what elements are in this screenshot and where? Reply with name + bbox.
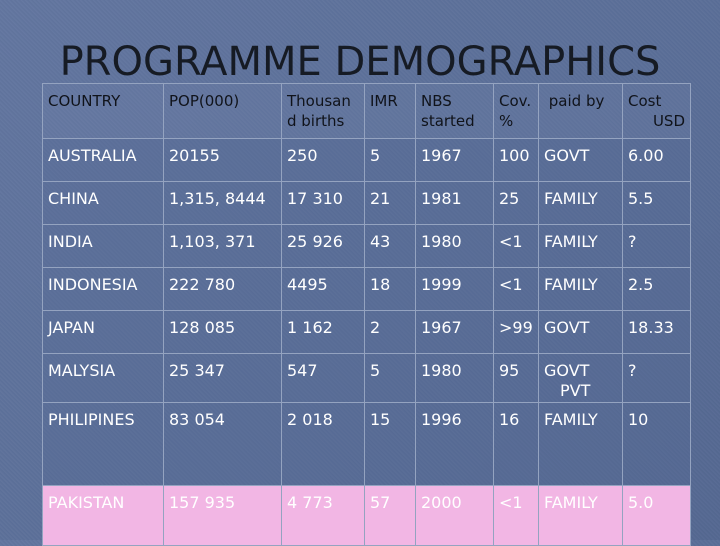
cell-paid-by: FAMILY	[538, 267, 623, 311]
header-imr: IMR	[364, 83, 416, 139]
cell-paid-by: GOVT	[538, 138, 623, 182]
table-row: PHILIPINES 83 054 2 018 15 1996 16 FAMIL…	[42, 402, 691, 486]
cell-cost: 5.0	[622, 485, 691, 546]
cell-coverage: 16	[493, 402, 539, 486]
cell-imr: 21	[364, 181, 416, 225]
cell-country: INDONESIA	[42, 267, 164, 311]
cell-births: 2 018	[281, 402, 365, 486]
cell-country: CHINA	[42, 181, 164, 225]
cell-nbs-started: 1967	[415, 138, 494, 182]
cell-country: PHILIPINES	[42, 402, 164, 486]
cell-births: 250	[281, 138, 365, 182]
table-row: MALYSIA 25 347 547 5 1980 95 GOVT PVT ?	[42, 353, 691, 403]
table-row: JAPAN 128 085 1 162 2 1967 >99 GOVT 18.3…	[42, 310, 691, 354]
cell-births: 17 310	[281, 181, 365, 225]
header-country: COUNTRY	[42, 83, 164, 139]
cell-coverage: <1	[493, 224, 539, 268]
cell-country: INDIA	[42, 224, 164, 268]
header-paid-by: paid by	[538, 83, 623, 139]
cell-cost: ?	[622, 353, 691, 403]
demographics-table: COUNTRY POP(000) Thousan d births IMR NB…	[42, 83, 691, 546]
table-row-highlighted: PAKISTAN 157 935 4 773 57 2000 <1 FAMILY…	[42, 485, 691, 546]
header-births: Thousan d births	[281, 83, 365, 139]
header-population: POP(000)	[163, 83, 282, 139]
cell-country: PAKISTAN	[42, 485, 164, 546]
cell-population: 157 935	[163, 485, 282, 546]
cell-coverage: 100	[493, 138, 539, 182]
header-nbs-started: NBS started	[415, 83, 494, 139]
cell-births: 4 773	[281, 485, 365, 546]
cell-paid-by: FAMILY	[538, 224, 623, 268]
cell-nbs-started: 1980	[415, 224, 494, 268]
cell-cost: 10	[622, 402, 691, 486]
cell-nbs-started: 1996	[415, 402, 494, 486]
cell-population: 25 347	[163, 353, 282, 403]
cell-imr: 2	[364, 310, 416, 354]
cell-paid-by: FAMILY	[538, 485, 623, 546]
header-cost: Cost USD	[622, 83, 691, 139]
cell-nbs-started: 1967	[415, 310, 494, 354]
table-row: CHINA 1,315, 8444 17 310 21 1981 25 FAMI…	[42, 181, 691, 225]
cell-nbs-started: 2000	[415, 485, 494, 546]
cell-population: 128 085	[163, 310, 282, 354]
cell-births: 25 926	[281, 224, 365, 268]
cell-imr: 57	[364, 485, 416, 546]
cell-cost: ?	[622, 224, 691, 268]
cell-paid-by: FAMILY	[538, 181, 623, 225]
cell-population: 20155	[163, 138, 282, 182]
cell-coverage: 25	[493, 181, 539, 225]
cell-imr: 18	[364, 267, 416, 311]
cell-cost: 2.5	[622, 267, 691, 311]
table-row: INDIA 1,103, 371 25 926 43 1980 <1 FAMIL…	[42, 224, 691, 268]
cell-paid-by: GOVT	[538, 310, 623, 354]
table-row: INDONESIA 222 780 4495 18 1999 <1 FAMILY…	[42, 267, 691, 311]
cell-births: 4495	[281, 267, 365, 311]
cell-paid-by: FAMILY	[538, 402, 623, 486]
demographics-table-container: COUNTRY POP(000) Thousan d births IMR NB…	[42, 83, 691, 546]
cell-coverage: <1	[493, 485, 539, 546]
cell-imr: 15	[364, 402, 416, 486]
cell-country: AUSTRALIA	[42, 138, 164, 182]
cell-imr: 5	[364, 138, 416, 182]
cell-births: 547	[281, 353, 365, 403]
cell-imr: 5	[364, 353, 416, 403]
cell-coverage: <1	[493, 267, 539, 311]
header-coverage: Cov. %	[493, 83, 539, 139]
table-row: AUSTRALIA 20155 250 5 1967 100 GOVT 6.00	[42, 138, 691, 182]
cell-nbs-started: 1980	[415, 353, 494, 403]
cell-paid-by: GOVT PVT	[538, 353, 623, 403]
cell-cost: 6.00	[622, 138, 691, 182]
cell-cost: 5.5	[622, 181, 691, 225]
cell-imr: 43	[364, 224, 416, 268]
cell-cost: 18.33	[622, 310, 691, 354]
cell-coverage: >99	[493, 310, 539, 354]
table-header-row: COUNTRY POP(000) Thousan d births IMR NB…	[42, 83, 691, 139]
cell-country: JAPAN	[42, 310, 164, 354]
cell-population: 1,103, 371	[163, 224, 282, 268]
cell-population: 222 780	[163, 267, 282, 311]
cell-coverage: 95	[493, 353, 539, 403]
cell-population: 83 054	[163, 402, 282, 486]
cell-country: MALYSIA	[42, 353, 164, 403]
cell-population: 1,315, 8444	[163, 181, 282, 225]
cell-births: 1 162	[281, 310, 365, 354]
cell-nbs-started: 1999	[415, 267, 494, 311]
slide-title: PROGRAMME DEMOGRAPHICS	[59, 39, 661, 85]
cell-nbs-started: 1981	[415, 181, 494, 225]
